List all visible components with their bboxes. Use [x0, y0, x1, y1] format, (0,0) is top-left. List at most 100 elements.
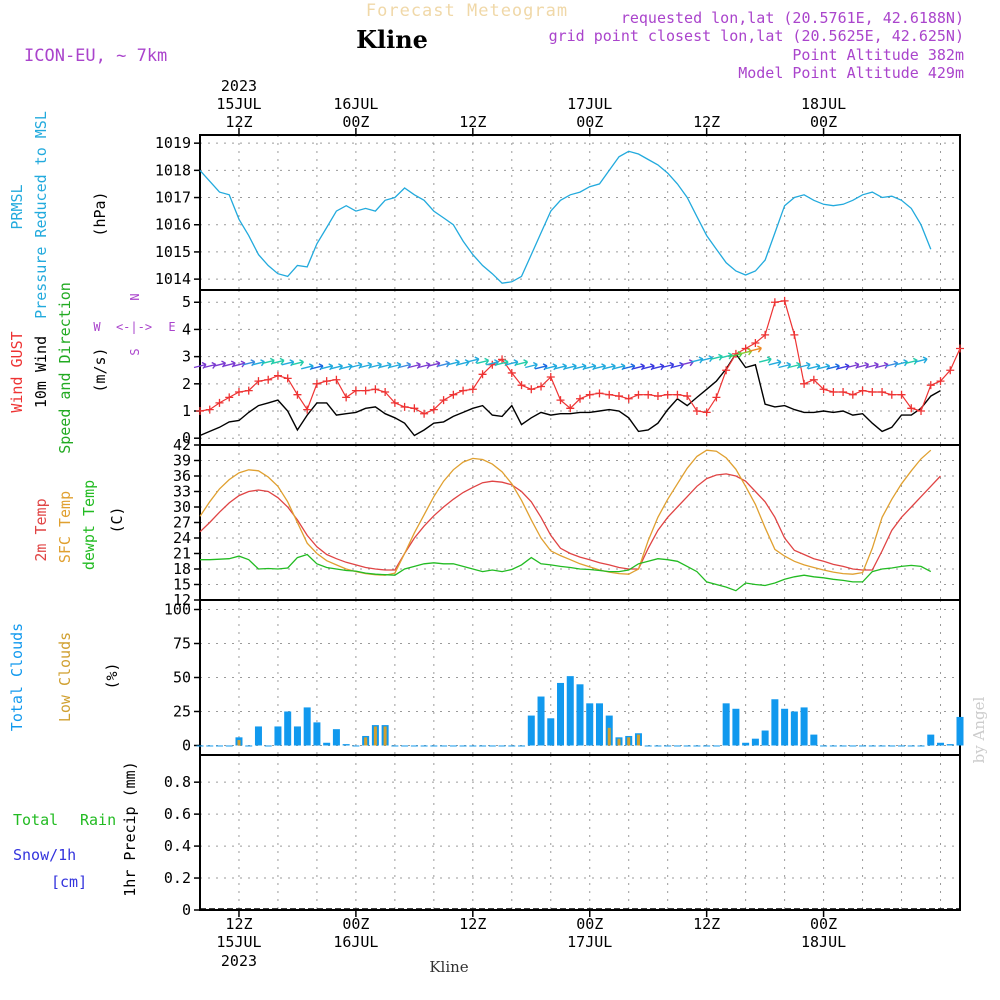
gust-marker	[468, 385, 477, 394]
clouds-ytick-label: 0	[182, 736, 191, 754]
gust-marker	[663, 390, 672, 399]
total-cloud-bar	[742, 742, 750, 746]
wind-arrow-shape	[788, 361, 801, 369]
total-cloud-bar	[586, 703, 594, 746]
total-cloud-bar	[508, 745, 516, 747]
wind-arrow-shape	[914, 356, 928, 364]
pressure-ytick-label: 1015	[155, 243, 191, 261]
gust-marker	[585, 390, 594, 399]
total-cloud-bar	[313, 722, 321, 746]
wind-arrow-shape	[427, 360, 441, 368]
temp-ytick-label: 30	[173, 498, 191, 516]
wind-arrow-shape	[408, 361, 421, 369]
top-time-label: 16JUL	[333, 95, 378, 113]
total-cloud-bar	[518, 745, 526, 747]
wind-arrow-shape	[564, 363, 577, 371]
top-time-label: 2023	[221, 77, 257, 95]
gust-marker	[673, 390, 682, 399]
gust-marker	[780, 296, 789, 305]
wind-arrow-shape	[466, 356, 480, 364]
total-cloud-bar	[810, 734, 818, 746]
total-cloud-bar	[342, 744, 350, 746]
gust-marker	[887, 390, 896, 399]
wind-arrow-shape	[281, 359, 295, 367]
total-cloud-bar	[284, 711, 292, 746]
gust-marker	[712, 393, 721, 402]
total-cloud-bar	[303, 707, 311, 746]
gust-marker	[936, 377, 945, 386]
total-cloud-bar	[547, 718, 555, 746]
wind-arrow-shape	[827, 363, 840, 371]
precip-total-label: Total	[13, 811, 58, 829]
wind-direction-arrow	[593, 363, 607, 371]
wind-direction-arrow	[534, 363, 548, 371]
wind-ytick-label: 4	[182, 320, 191, 338]
compass-west: W	[93, 320, 101, 334]
wind-ytick-label: 0	[182, 429, 191, 447]
wind-arrow-shape	[544, 363, 558, 371]
gust-marker	[566, 404, 575, 413]
wind-direction-arrow	[515, 359, 529, 367]
wind-direction-arrow	[564, 363, 577, 371]
wind-direction-arrow	[797, 361, 811, 369]
total-cloud-bar	[829, 745, 837, 747]
grid-point: grid point closest lon,lat (20.5625E, 42…	[549, 27, 964, 45]
wind-arrow-shape	[476, 357, 490, 365]
gust-marker	[381, 387, 390, 396]
wind-direction-arrow	[359, 361, 373, 369]
wind-direction-arrow	[447, 359, 460, 367]
wind-arrow-shape	[534, 363, 548, 371]
total-cloud-bar	[440, 745, 448, 747]
top-time-label: 12Z	[693, 113, 720, 131]
gust-marker	[410, 404, 419, 413]
total-cloud-bar	[937, 742, 945, 746]
total-cloud-bar	[800, 707, 808, 746]
wind-arrow-shape	[398, 361, 412, 369]
bottom-time-label: 00Z	[342, 915, 369, 933]
gust-marker	[624, 394, 633, 403]
precip-ytick-label: 0.6	[164, 805, 191, 823]
product-title: Forecast Meteogram	[366, 1, 568, 21]
temp-2m-label: 2m Temp	[32, 498, 50, 561]
wind-direction-arrow	[505, 359, 519, 367]
low-cloud-bar	[237, 740, 241, 746]
total-cloud-bar	[566, 676, 574, 746]
pressure-ytick-label: 1017	[155, 189, 191, 207]
point-altitude: Point Altitude 382m	[792, 46, 964, 64]
total-cloud-bar	[917, 745, 925, 747]
wind-arrow-shape	[758, 356, 772, 364]
compass-arrows: <-|->	[116, 320, 152, 334]
total-cloud-bar	[527, 715, 535, 746]
pressure-label-msl: Pressure Reduced to MSL	[32, 111, 50, 319]
gust-marker	[390, 398, 399, 407]
wind-arrow-shape	[583, 363, 597, 371]
total-cloud-bar	[781, 708, 789, 746]
gust-marker	[225, 393, 234, 402]
wind-direction-arrow	[622, 363, 636, 371]
precip-ytick-label: 0.8	[164, 773, 191, 791]
temp-ytick-label: 24	[173, 529, 191, 547]
wind-direction-arrow	[681, 359, 694, 367]
wind-arrow-shape	[447, 359, 460, 367]
gust-marker	[556, 396, 565, 405]
clouds-ytick-label: 100	[164, 601, 191, 619]
total-cloud-bar	[557, 682, 565, 746]
top-time-label: 17JUL	[567, 95, 612, 113]
total-cloud-bar	[888, 745, 896, 747]
wind-ytick-label: 3	[182, 348, 191, 366]
gust-marker	[770, 298, 779, 307]
wind-line	[199, 352, 941, 437]
wind-direction-arrow	[427, 360, 441, 368]
gust-marker	[683, 392, 692, 401]
low-cloud-bar	[627, 737, 631, 746]
gust-marker	[196, 407, 204, 416]
wind-arrow-shape	[378, 361, 392, 369]
gust-marker	[429, 405, 438, 414]
total-cloud-bar	[868, 745, 876, 747]
gust-marker	[644, 390, 653, 399]
wind-arrow-shape	[193, 361, 207, 369]
wind-ytick-label: 2	[182, 375, 191, 393]
bottom-time-label: 17JUL	[567, 933, 612, 951]
wind-arrow-shape	[262, 357, 275, 365]
total-cloud-bar	[401, 745, 409, 747]
